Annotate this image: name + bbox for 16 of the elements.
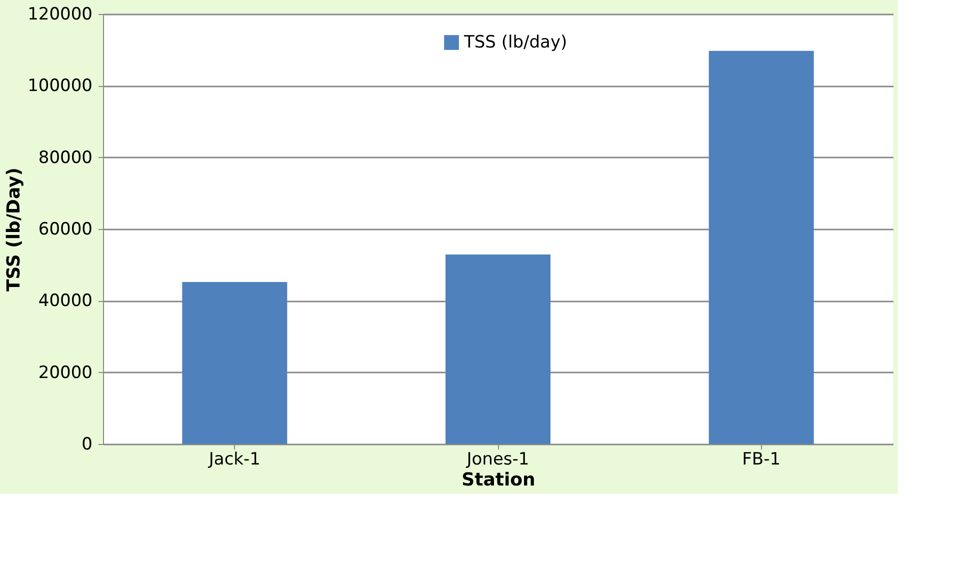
- x-axis-title: Station: [462, 470, 536, 490]
- x-tick-label: Jack-1: [208, 450, 260, 470]
- y-axis-title: TSS (lb/Day): [4, 167, 25, 292]
- y-tick-label: 20000: [38, 362, 92, 383]
- x-tick-label: Jones-1: [466, 450, 530, 470]
- legend-label: TSS (lb/day): [463, 32, 568, 52]
- bar: [446, 254, 550, 444]
- y-tick-label: 0: [82, 434, 92, 454]
- y-tick-label: 80000: [38, 148, 92, 168]
- x-tick-label: FB-1: [742, 450, 781, 470]
- y-tick-label: 40000: [38, 291, 92, 312]
- bar: [708, 50, 814, 444]
- y-tick-label: 100000: [28, 76, 92, 96]
- y-tick-label: 60000: [38, 220, 92, 240]
- bar: [182, 282, 288, 444]
- y-tick-label: 120000: [28, 4, 92, 24]
